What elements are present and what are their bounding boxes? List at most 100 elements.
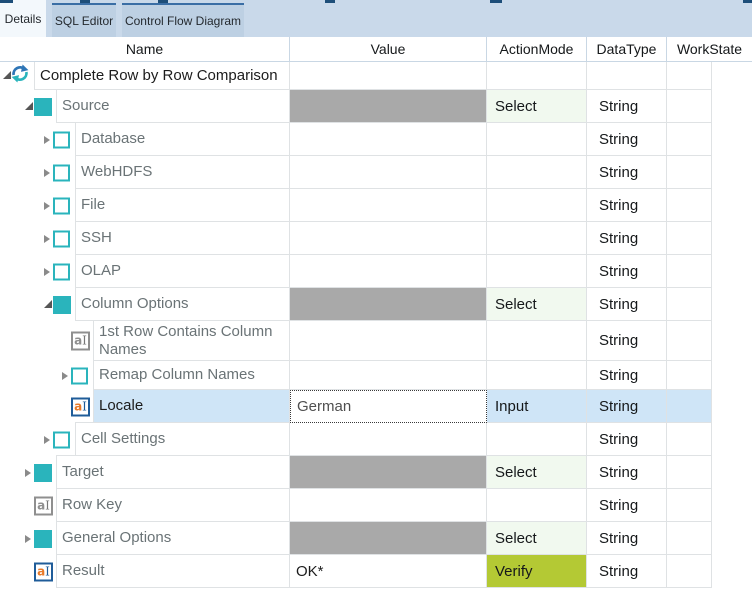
row-actionmode-cell[interactable] [487,123,587,156]
expander-expanded-icon[interactable] [25,101,33,110]
row-name-cell[interactable]: OLAP [75,255,290,288]
table-row: Target Select String [0,455,712,489]
row-actionmode-cell[interactable] [487,361,587,390]
expander-collapsed-icon[interactable] [44,168,50,177]
row-datatype-label: String [599,262,639,280]
row-datatype-label: String [599,366,639,384]
row-actionmode-cell[interactable]: Verify [487,555,587,588]
tab-control-flow-diagram[interactable]: Control Flow Diagram [122,3,244,37]
row-actionmode-cell[interactable] [487,156,587,189]
tab-bar: Details SQL Editor Control Flow Diagram [0,0,752,37]
row-value-cell[interactable] [290,222,487,255]
row-workstate-cell [667,123,712,156]
expander-collapsed-icon[interactable] [25,468,31,477]
tab-sql-editor[interactable]: SQL Editor [52,3,116,37]
expander-expanded-icon[interactable] [44,299,52,308]
row-name-cell[interactable]: Result [56,555,290,588]
tab-details[interactable]: Details [0,0,46,37]
value-edit-box[interactable]: German [290,390,487,423]
row-datatype-cell: String [587,555,667,588]
row-value-cell[interactable] [290,62,487,90]
row-actionmode-cell[interactable]: Select [487,90,587,123]
row-datatype-cell: String [587,456,667,489]
row-actionmode-cell[interactable]: Input [487,390,587,423]
expander-collapsed-icon[interactable] [44,201,50,210]
row-name-cell[interactable]: Complete Row by Row Comparison [34,62,290,90]
row-value-cell[interactable] [290,423,487,456]
row-value-cell[interactable] [290,321,487,361]
tree-gutter [0,255,75,288]
row-value-cell[interactable] [290,189,487,222]
row-value-cell[interactable] [290,522,487,555]
row-name-cell[interactable]: Locale [93,390,290,423]
row-actionmode-label: Input [495,397,529,415]
folder-outline-icon [53,197,70,214]
row-value-cell[interactable] [290,456,487,489]
row-value-cell[interactable]: OK* [290,555,487,588]
row-value-cell[interactable] [290,361,487,390]
row-name-label: Target [62,463,104,480]
row-name-cell[interactable]: Column Options [75,288,290,321]
row-value-cell[interactable] [290,156,487,189]
expander-collapsed-icon[interactable] [44,234,50,243]
row-name-cell[interactable]: SSH [75,222,290,255]
row-value-cell[interactable] [290,255,487,288]
row-name-label: Cell Settings [81,430,166,447]
window-edge-dash [80,0,90,3]
expander-collapsed-icon[interactable] [25,534,31,543]
tab-details-label: Details [4,11,42,26]
row-value-cell[interactable] [290,90,487,123]
row-name-cell[interactable]: Source [56,90,290,123]
row-actionmode-cell[interactable] [487,255,587,288]
row-datatype-label: String [599,163,639,181]
row-actionmode-cell[interactable] [487,189,587,222]
expander-collapsed-icon[interactable] [44,135,50,144]
tab-sql-editor-label: SQL Editor [54,14,114,28]
row-actionmode-cell[interactable]: Select [487,456,587,489]
row-name-label: Result [62,562,105,579]
column-header-actionmode[interactable]: ActionMode [487,37,587,61]
expander-collapsed-icon[interactable] [44,267,50,276]
row-name-cell[interactable]: File [75,189,290,222]
row-name-cell[interactable]: Target [56,455,290,489]
row-workstate-cell [667,288,712,321]
column-header-name[interactable]: Name [0,37,290,61]
tree-gutter [0,123,75,156]
expander-expanded-icon[interactable] [3,71,11,79]
row-name-cell[interactable]: Cell Settings [75,422,290,456]
row-workstate-cell [667,489,712,522]
row-name-cell[interactable]: WebHDFS [75,156,290,189]
column-header-datatype[interactable]: DataType [587,37,667,61]
row-actionmode-cell[interactable] [487,321,587,361]
row-name-cell[interactable]: 1st Row Contains Column Names [93,321,290,361]
row-actionmode-cell[interactable] [487,62,587,90]
row-name-cell[interactable]: Row Key [56,489,290,522]
row-actionmode-cell[interactable] [487,489,587,522]
row-value-cell[interactable] [290,489,487,522]
row-value-cell[interactable] [290,288,487,321]
row-datatype-label: String [599,496,639,514]
table-row: Column Options Select String [0,288,712,321]
table-row: Complete Row by Row Comparison [0,62,712,90]
column-header-workstate[interactable]: WorkState [676,41,743,57]
row-name-cell[interactable]: Remap Column Names [93,361,290,390]
row-datatype-cell: String [587,423,667,456]
row-actionmode-label: Verify [495,562,533,580]
row-datatype-cell: String [587,288,667,321]
column-header-value[interactable]: Value [290,37,487,61]
row-actionmode-cell[interactable]: Select [487,288,587,321]
grid-line-segment [75,422,94,423]
row-name-cell[interactable]: General Options [56,522,290,555]
expander-collapsed-icon[interactable] [62,371,68,380]
expander-collapsed-icon[interactable] [44,435,50,444]
row-workstate-cell [667,522,712,555]
tree-gutter [0,288,75,321]
row-name-cell[interactable]: Database [75,123,290,156]
row-actionmode-cell[interactable] [487,222,587,255]
row-actionmode-cell[interactable] [487,423,587,456]
table-row: SSH String [0,222,712,255]
row-value-cell[interactable] [290,123,487,156]
row-actionmode-cell[interactable]: Select [487,522,587,555]
grid-line-segment [56,455,76,456]
